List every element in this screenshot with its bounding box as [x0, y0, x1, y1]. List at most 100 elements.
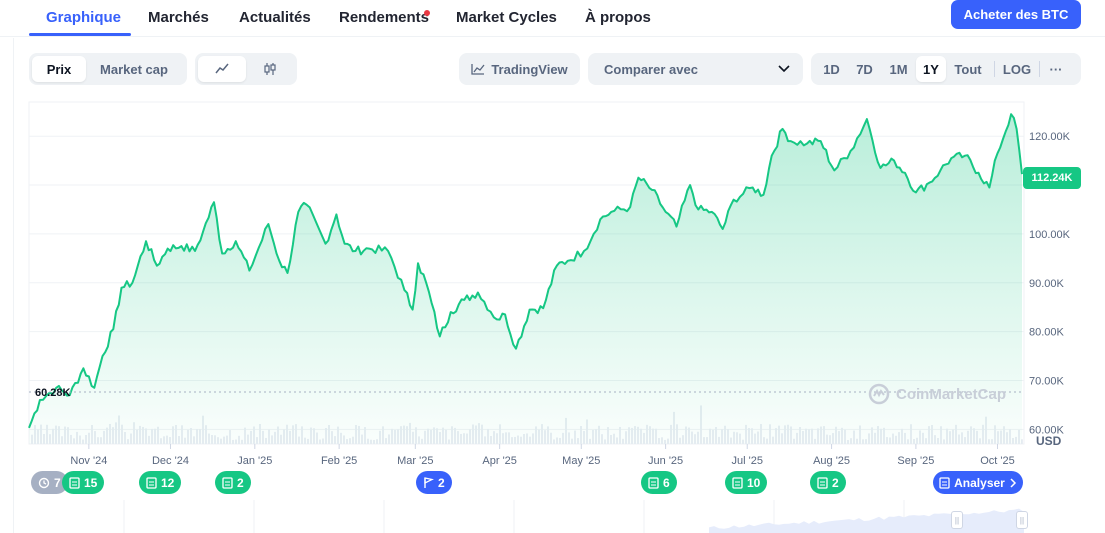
- tab-market-cap[interactable]: Market cap: [100, 61, 168, 77]
- data-point[interactable]: [234, 239, 238, 243]
- data-point[interactable]: [155, 264, 159, 268]
- event-badge-news[interactable]: 12: [139, 471, 182, 494]
- tab-a-propos[interactable]: À propos: [585, 9, 651, 26]
- data-point[interactable]: [987, 186, 991, 190]
- event-badge-news[interactable]: 2: [215, 471, 251, 494]
- range-1y[interactable]: 1Y: [916, 56, 946, 82]
- data-point[interactable]: [650, 188, 654, 192]
- data-point[interactable]: [762, 193, 766, 197]
- data-point[interactable]: [100, 354, 104, 358]
- data-point[interactable]: [119, 286, 123, 290]
- data-point[interactable]: [130, 281, 134, 285]
- data-point[interactable]: [914, 190, 918, 194]
- data-point[interactable]: [449, 310, 453, 314]
- event-badge-news[interactable]: 6: [641, 471, 677, 494]
- data-point[interactable]: [582, 249, 586, 253]
- data-point[interactable]: [865, 117, 869, 121]
- data-point[interactable]: [1009, 112, 1013, 116]
- data-point[interactable]: [266, 222, 270, 226]
- data-point[interactable]: [476, 291, 480, 295]
- data-point[interactable]: [598, 217, 602, 221]
- analyser-button[interactable]: Analyser: [933, 471, 1023, 494]
- data-point[interactable]: [343, 242, 347, 246]
- data-point[interactable]: [144, 239, 148, 243]
- data-point[interactable]: [628, 205, 632, 209]
- data-point[interactable]: [462, 298, 466, 302]
- data-point[interactable]: [528, 308, 532, 312]
- data-point[interactable]: [324, 242, 328, 246]
- data-point[interactable]: [832, 168, 836, 172]
- data-point[interactable]: [92, 386, 96, 390]
- data-point[interactable]: [81, 366, 85, 370]
- navigator-left-handle[interactable]: ||: [951, 511, 963, 529]
- data-point[interactable]: [277, 259, 281, 263]
- data-point[interactable]: [674, 225, 678, 229]
- data-point[interactable]: [220, 251, 224, 255]
- data-point[interactable]: [555, 264, 559, 268]
- data-point[interactable]: [938, 168, 942, 172]
- data-point[interactable]: [664, 210, 668, 214]
- navigator-right-handle[interactable]: ||: [1016, 511, 1028, 529]
- tab-actualites[interactable]: Actualités: [239, 9, 311, 26]
- data-point[interactable]: [247, 269, 251, 273]
- range-7d[interactable]: 7D: [856, 61, 873, 77]
- data-point[interactable]: [111, 327, 115, 331]
- event-badge-news[interactable]: 15: [62, 471, 105, 494]
- data-point[interactable]: [304, 203, 308, 207]
- data-point[interactable]: [976, 171, 980, 175]
- data-point[interactable]: [166, 247, 170, 251]
- event-badge-history[interactable]: 7: [31, 471, 68, 494]
- data-point[interactable]: [732, 198, 736, 202]
- tab-marches[interactable]: Marchés: [148, 9, 209, 26]
- data-point[interactable]: [503, 313, 507, 317]
- range-tout[interactable]: Tout: [954, 61, 982, 77]
- event-badge-flag[interactable]: 2: [416, 471, 452, 494]
- data-point[interactable]: [212, 200, 216, 204]
- data-point[interactable]: [688, 183, 692, 187]
- data-point[interactable]: [996, 151, 1000, 155]
- data-point[interactable]: [903, 171, 907, 175]
- data-point[interactable]: [402, 288, 406, 292]
- tab-market-cycles[interactable]: Market Cycles: [456, 9, 557, 26]
- candlestick-button[interactable]: [246, 56, 294, 82]
- compare-dropdown[interactable]: Comparer avec: [588, 53, 803, 85]
- data-point[interactable]: [416, 261, 420, 265]
- tradingview-button[interactable]: TradingView: [459, 53, 580, 85]
- data-point[interactable]: [386, 249, 390, 253]
- data-point[interactable]: [949, 156, 953, 160]
- data-point[interactable]: [609, 210, 613, 214]
- data-point[interactable]: [892, 159, 896, 163]
- data-point[interactable]: [636, 176, 640, 180]
- range-navigator[interactable]: [29, 500, 1024, 533]
- more-button[interactable]: ···: [1049, 61, 1063, 77]
- data-point[interactable]: [781, 127, 785, 131]
- data-point[interactable]: [514, 347, 518, 351]
- event-badge-news[interactable]: 2: [810, 471, 846, 494]
- event-badge-news[interactable]: 10: [725, 471, 768, 494]
- data-point[interactable]: [285, 271, 289, 275]
- buy-btc-button[interactable]: Acheter des BTC: [951, 0, 1081, 29]
- data-point[interactable]: [541, 306, 545, 310]
- data-point[interactable]: [928, 181, 932, 185]
- data-point[interactable]: [879, 166, 883, 170]
- data-point[interactable]: [819, 139, 823, 143]
- data-point[interactable]: [805, 142, 809, 146]
- range-1m[interactable]: 1M: [889, 61, 908, 77]
- data-point[interactable]: [849, 149, 853, 153]
- data-point[interactable]: [424, 281, 428, 285]
- data-point[interactable]: [296, 210, 300, 214]
- data-point[interactable]: [438, 335, 442, 339]
- data-point[interactable]: [1015, 127, 1019, 131]
- tab-rendements[interactable]: Rendements: [339, 9, 430, 26]
- data-point[interactable]: [334, 212, 338, 216]
- data-point[interactable]: [411, 308, 415, 312]
- tab-graphique[interactable]: Graphique: [46, 9, 122, 26]
- log-toggle[interactable]: LOG: [1002, 61, 1032, 77]
- tab-prix[interactable]: Prix: [32, 56, 86, 82]
- data-point[interactable]: [710, 210, 714, 214]
- data-point[interactable]: [495, 317, 499, 321]
- data-point[interactable]: [770, 154, 774, 158]
- data-point[interactable]: [789, 139, 793, 143]
- data-point[interactable]: [696, 207, 700, 211]
